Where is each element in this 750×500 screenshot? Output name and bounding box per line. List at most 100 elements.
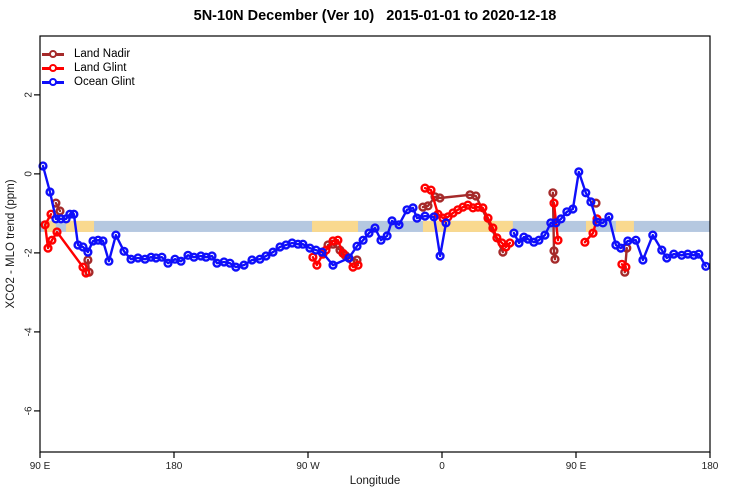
data-point-marker: [352, 241, 362, 251]
legend-circle-icon: [49, 50, 57, 58]
chart-title: 5N-10N December (Ver 10) 2015-01-01 to 2…: [193, 8, 557, 24]
series-line: [43, 212, 88, 275]
data-point-marker: [207, 251, 217, 261]
data-point-marker: [163, 258, 173, 268]
data-point-marker: [435, 251, 445, 261]
data-point-marker: [471, 191, 481, 201]
data-point-marker: [556, 214, 566, 224]
x-tick-label: 90 W: [296, 461, 320, 472]
y-axis-label: XCO2 - MLO trend (ppm): [5, 179, 17, 309]
data-point-marker: [588, 228, 598, 238]
data-point-marker: [549, 198, 559, 208]
data-point-marker: [352, 255, 362, 265]
data-point-marker: [328, 260, 338, 270]
data-point-marker: [358, 235, 368, 245]
data-point-marker: [93, 235, 103, 245]
data-point-marker: [43, 243, 53, 253]
data-point-marker: [387, 216, 397, 226]
data-point-marker: [568, 204, 578, 214]
legend-label: Ocean Glint: [74, 76, 135, 88]
data-point-marker: [40, 220, 50, 230]
data-point-marker: [364, 228, 374, 238]
data-point-marker: [509, 228, 519, 238]
y-tick-label: -2: [24, 248, 35, 257]
data-point-marker: [418, 202, 428, 212]
data-point-marker: [550, 254, 560, 264]
data-point-marker: [473, 202, 483, 212]
x-axis-label: Longitude: [349, 475, 401, 487]
data-point-marker: [553, 235, 563, 245]
data-point-marker: [514, 238, 524, 248]
data-point-marker: [423, 201, 433, 211]
x-tick-label: 90 E: [566, 461, 587, 472]
data-point-marker: [574, 167, 584, 177]
x-tick-label: 180: [702, 461, 719, 472]
series-ocean-glint: [38, 161, 711, 272]
data-point-marker: [146, 252, 156, 262]
highlight-band: [422, 220, 513, 232]
data-point-marker: [78, 242, 88, 252]
data-point-marker: [268, 247, 278, 257]
series-line: [41, 164, 448, 269]
legend-label: Land Glint: [74, 62, 127, 74]
data-point-marker: [548, 188, 558, 198]
highlight-band: [585, 220, 595, 232]
y-tick-label: -6: [24, 406, 35, 415]
data-point-marker: [298, 239, 308, 249]
data-point-marker: [420, 211, 430, 221]
data-point-marker: [534, 235, 544, 245]
data-point-marker: [83, 247, 93, 257]
y-tick-label: -4: [24, 327, 35, 336]
data-point-marker: [435, 193, 445, 203]
data-point-marker: [376, 235, 386, 245]
data-point-marker: [591, 198, 601, 208]
data-point-marker: [580, 237, 590, 247]
series-land-glint: [40, 183, 631, 278]
data-point-marker: [623, 236, 633, 246]
legend-item-land-glint: Land Glint: [42, 62, 135, 74]
data-point-marker: [631, 235, 641, 245]
x-tick-label: 0: [439, 461, 445, 472]
data-point-marker: [312, 260, 322, 270]
data-point-marker: [157, 252, 167, 262]
data-point-marker: [408, 203, 418, 213]
data-point-marker: [239, 260, 249, 270]
data-point-marker: [689, 250, 699, 260]
y-tick-label: 0: [24, 171, 35, 177]
data-point-marker: [104, 256, 114, 266]
highlight-band: [615, 220, 634, 232]
data-point-marker: [441, 218, 451, 228]
data-point-marker: [45, 187, 55, 197]
data-point-marker: [225, 258, 235, 268]
data-point-marker: [119, 246, 129, 256]
highlight-band: [312, 220, 359, 232]
legend-label: Land Nadir: [74, 48, 131, 60]
data-point-marker: [638, 255, 648, 265]
data-point-marker: [231, 262, 241, 272]
data-point-marker: [261, 251, 271, 261]
data-point-marker: [549, 246, 559, 256]
legend: Land Nadir Land Glint Ocean Glint: [42, 48, 135, 88]
x-tick-label: 90 E: [30, 461, 51, 472]
reference-band: [40, 220, 710, 232]
data-point-marker: [586, 197, 596, 207]
data-point-marker: [111, 230, 121, 240]
data-point-marker: [52, 227, 62, 237]
data-point-marker: [483, 213, 493, 223]
data-point-marker: [426, 185, 436, 195]
data-point-marker: [51, 214, 61, 224]
data-point-marker: [429, 212, 439, 222]
data-point-marker: [88, 236, 98, 246]
legend-marker-icon: [42, 63, 64, 73]
data-point-marker: [412, 213, 422, 223]
data-point-marker: [65, 209, 75, 219]
data-point-marker: [338, 248, 348, 258]
data-point-marker: [55, 206, 65, 216]
data-point-marker: [669, 249, 679, 259]
data-point-marker: [468, 203, 478, 213]
legend-item-ocean-glint: Ocean Glint: [42, 76, 135, 88]
data-point-marker: [540, 230, 550, 240]
data-point-marker: [196, 251, 206, 261]
data-point-marker: [604, 212, 614, 222]
